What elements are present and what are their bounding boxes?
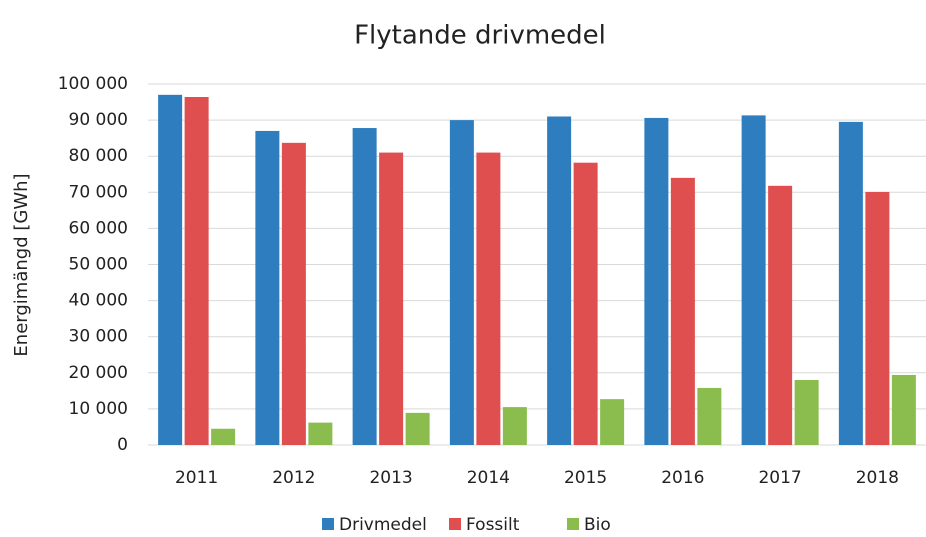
bar [741, 115, 766, 446]
bar [158, 94, 183, 445]
bar [865, 191, 890, 445]
bar [255, 130, 280, 445]
bar [352, 128, 377, 446]
bar [211, 428, 236, 445]
y-tick-label: 50 000 [69, 255, 128, 275]
y-tick-label: 0 [117, 435, 128, 455]
bar [794, 380, 819, 445]
bar [547, 116, 572, 446]
bar [891, 374, 916, 445]
y-tick-label: 100 000 [58, 74, 128, 94]
y-tick-label: 60 000 [69, 218, 128, 238]
bar [308, 422, 333, 445]
y-tick-label: 70 000 [69, 182, 128, 202]
y-axis-label: Energimängd [GWh] [11, 173, 32, 356]
bar [379, 152, 404, 445]
y-tick-label: 80 000 [69, 146, 128, 166]
y-tick-label: 40 000 [69, 291, 128, 311]
x-tick-label: 2012 [272, 468, 315, 488]
legend-swatch [322, 518, 334, 530]
legend-label: Bio [584, 515, 611, 535]
bar [838, 121, 863, 445]
x-tick-label: 2015 [564, 468, 607, 488]
bar [405, 412, 430, 445]
y-tick-label: 10 000 [69, 399, 128, 419]
bar [768, 185, 793, 445]
bar [573, 162, 598, 445]
bar [502, 407, 527, 445]
x-tick-label: 2011 [175, 468, 218, 488]
bar [600, 399, 625, 445]
y-tick-label: 20 000 [69, 363, 128, 383]
bar [644, 117, 669, 446]
legend-swatch [449, 518, 461, 530]
legend-label: Drivmedel [339, 515, 427, 535]
x-tick-label: 2018 [856, 468, 899, 488]
legend-label: Fossilt [466, 515, 520, 535]
bar [281, 142, 306, 445]
x-tick-label: 2017 [758, 468, 801, 488]
bar [670, 177, 695, 446]
y-tick-label: 90 000 [69, 110, 128, 130]
legend-swatch [567, 518, 579, 530]
x-tick-label: 2016 [661, 468, 704, 488]
bar [476, 152, 501, 445]
bar [449, 120, 474, 445]
y-tick-label: 30 000 [69, 327, 128, 347]
bar [184, 96, 209, 445]
x-tick-label: 2014 [467, 468, 510, 488]
x-tick-label: 2013 [369, 468, 412, 488]
chart-title: Flytande drivmedel [354, 21, 606, 51]
bar [697, 387, 722, 445]
